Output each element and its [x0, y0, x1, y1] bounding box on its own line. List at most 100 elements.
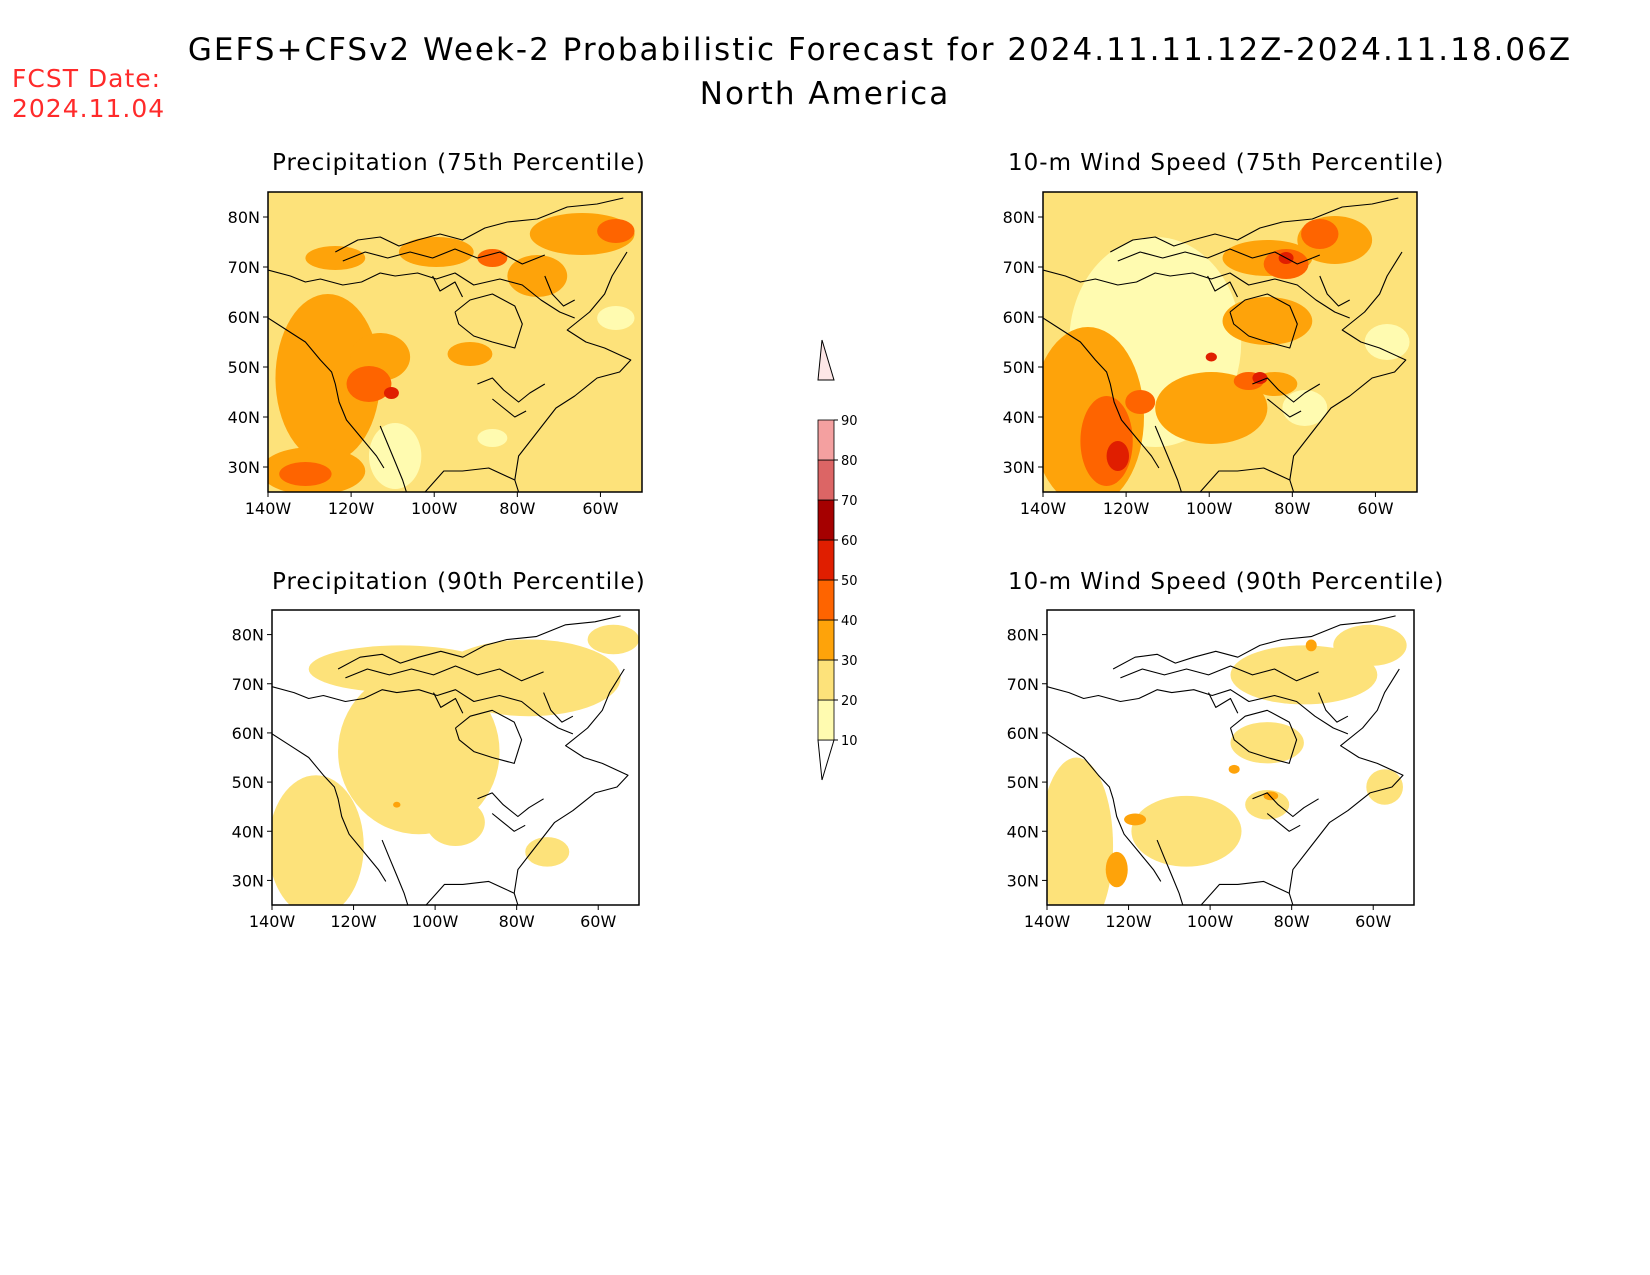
- probability-region: [1230, 645, 1378, 705]
- lon-tick-label: 120W: [1105, 912, 1152, 931]
- lat-tick-label: 70N: [1003, 258, 1035, 277]
- coastline: [1252, 792, 1319, 818]
- probability-region: [1366, 769, 1403, 805]
- lat-tick-label: 50N: [1007, 773, 1039, 792]
- lat-tick-label: 60N: [1003, 308, 1035, 327]
- probability-region: [1124, 813, 1147, 826]
- panel-title-precip90: Precipitation (90th Percentile): [272, 569, 646, 595]
- lon-tick-label: 120W: [330, 912, 377, 931]
- lon-tick-label: 120W: [328, 499, 375, 518]
- probability-region: [1228, 764, 1240, 774]
- figure-title: GEFS+CFSv2 Week-2 Probabilistic Forecast…: [187, 32, 1573, 68]
- lat-tick-label: 60N: [1007, 724, 1039, 743]
- lat-tick-label: 60N: [232, 724, 264, 743]
- lat-tick-label: 80N: [232, 626, 264, 645]
- coastline: [1110, 197, 1399, 253]
- lat-tick-label: 30N: [1003, 458, 1035, 477]
- colorbar-label: 30: [841, 654, 858, 669]
- probability-region: [426, 798, 485, 846]
- coastline: [1112, 615, 1396, 670]
- map-wind90: 140W 120W 100W 80W 60W 80N 70N 60N 50N 40N 30N: [1007, 609, 1415, 931]
- lat-tick-label: 40N: [1003, 408, 1035, 427]
- coastline: [1288, 668, 1404, 894]
- coastline: [1229, 293, 1298, 349]
- map-wind75: 140W 120W 100W 80W 60W 80N 70N 60N 50N 40N 30N: [1003, 191, 1418, 518]
- map-precip90: 140W 120W 100W 80W 60W 80N 70N 60N 50N 40N 30N: [232, 609, 640, 931]
- lat-tick-label: 40N: [1007, 822, 1039, 841]
- colorbar-label: 90: [841, 414, 858, 429]
- lat-tick-label: 70N: [232, 675, 264, 694]
- lat-tick-label: 80N: [1003, 208, 1035, 227]
- probability-region: [525, 837, 570, 867]
- coastline: [424, 467, 520, 492]
- coastline: [1207, 275, 1238, 298]
- probability-region: [308, 645, 493, 693]
- lat-tick-label: 40N: [228, 408, 260, 427]
- probability-region: [1205, 352, 1217, 362]
- lon-tick-label: 80W: [499, 499, 535, 518]
- colorbar-lower-extension: [817, 739, 835, 781]
- coastline: [1252, 377, 1321, 403]
- lon-tick-label: 60W: [1357, 499, 1393, 518]
- coastline: [432, 275, 463, 298]
- probability-region: [1106, 441, 1130, 471]
- coastline: [345, 665, 544, 682]
- coastline: [543, 692, 574, 723]
- probability-region: [1125, 390, 1156, 414]
- probability-region: [597, 219, 635, 243]
- lat-tick-label: 30N: [232, 871, 264, 890]
- lat-tick-label: 30N: [1007, 871, 1039, 890]
- panel-title-precip75: Precipitation (75th Percentile): [272, 150, 646, 176]
- lat-tick-label: 30N: [228, 458, 260, 477]
- probability-region: [1364, 324, 1410, 360]
- probability-region: [346, 366, 392, 402]
- lat-tick-label: 70N: [228, 258, 260, 277]
- lon-tick-label: 80W: [499, 912, 535, 931]
- probability-region: [1252, 372, 1268, 384]
- coastline: [268, 269, 575, 319]
- lon-tick-label: 140W: [1020, 499, 1067, 518]
- probability-region: [587, 624, 639, 655]
- probability-region: [1131, 795, 1242, 867]
- lat-tick-label: 70N: [1007, 675, 1039, 694]
- lon-tick-label: 140W: [249, 912, 296, 931]
- probability-region: [1230, 722, 1304, 764]
- coastline: [1318, 692, 1349, 723]
- coastline: [513, 668, 629, 894]
- probability-region: [1301, 219, 1339, 249]
- probability-region: [1333, 624, 1407, 667]
- colorbar-segment: [817, 619, 835, 661]
- colorbar-segment: [817, 539, 835, 581]
- colorbar-segment: [817, 499, 835, 541]
- lat-tick-label: 50N: [232, 773, 264, 792]
- coastline: [379, 425, 407, 492]
- probability-region: [477, 249, 508, 267]
- lon-tick-label: 100W: [1187, 912, 1234, 931]
- colorbar-label: 10: [841, 734, 858, 749]
- coastline: [1156, 839, 1184, 905]
- probability-region: [447, 342, 493, 366]
- probability-region: [1222, 297, 1313, 345]
- coastline: [335, 197, 624, 253]
- colorbar-segment: [817, 699, 835, 741]
- probability-region: [398, 237, 474, 267]
- coastline: [272, 686, 574, 735]
- colorbar-segment: [817, 659, 835, 701]
- coastline: [433, 692, 464, 714]
- fcst-date-value: 2024.11.04: [12, 94, 166, 123]
- lon-tick-label: 60W: [582, 499, 618, 518]
- lat-tick-label: 80N: [228, 208, 260, 227]
- lat-tick-label: 60N: [228, 308, 260, 327]
- coastline: [1043, 317, 1160, 469]
- probability-region: [275, 294, 381, 462]
- lon-tick-label: 80W: [1274, 912, 1310, 931]
- probability-region: [477, 429, 508, 447]
- map-precip75: 140W 120W 100W 80W 60W 80N 70N 60N 50N 40N 30N: [228, 191, 643, 518]
- coastline: [337, 615, 621, 670]
- lon-tick-label: 60W: [1355, 912, 1391, 931]
- map-frame: [271, 609, 640, 906]
- coastline: [544, 275, 575, 307]
- coastline: [454, 709, 523, 764]
- coastline: [477, 792, 544, 818]
- lon-tick-label: 100W: [412, 912, 459, 931]
